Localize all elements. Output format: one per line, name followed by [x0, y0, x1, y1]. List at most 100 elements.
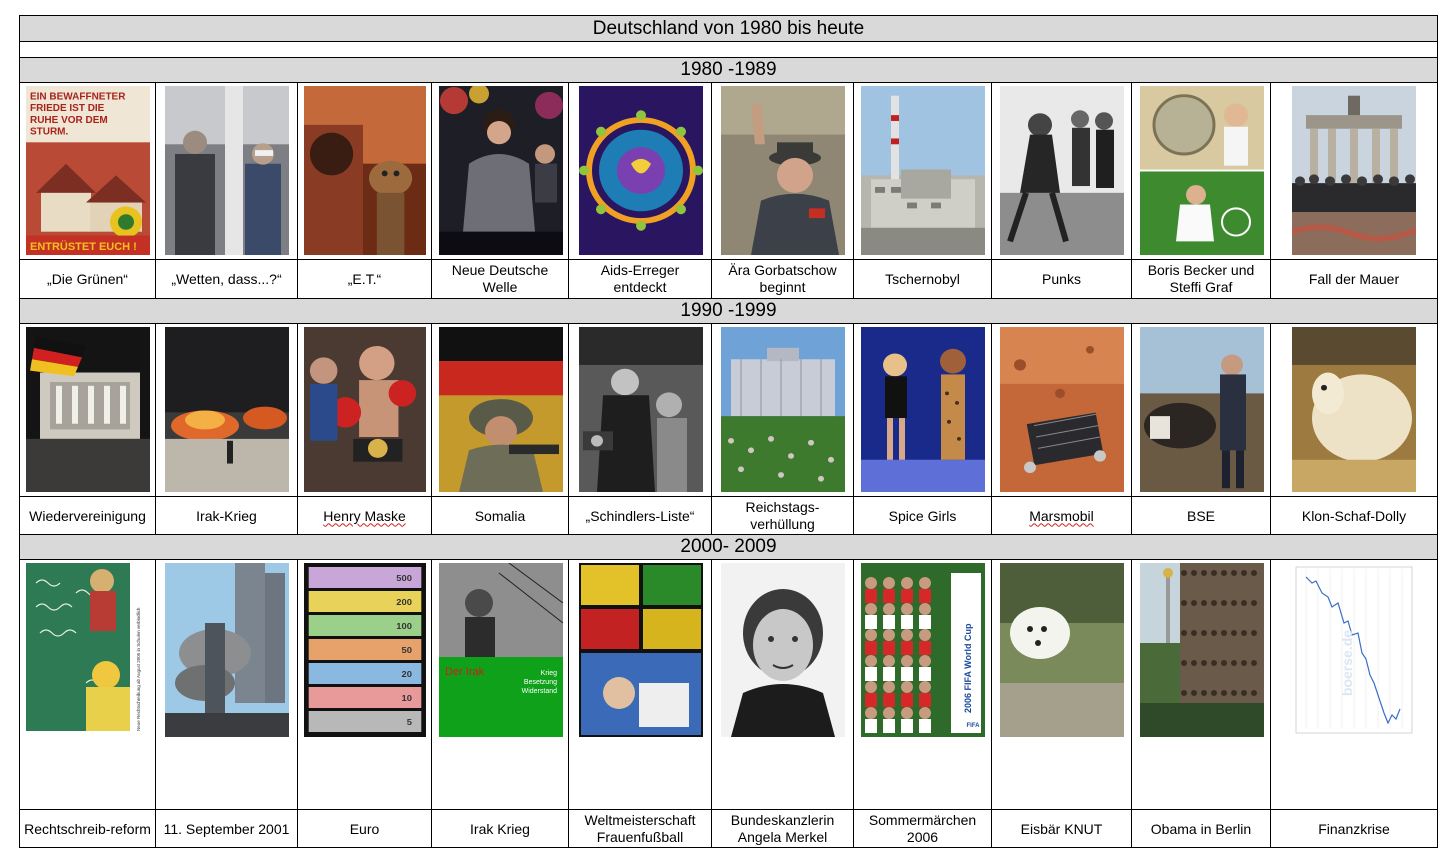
- image-cell: [712, 83, 854, 260]
- svg-text:50: 50: [401, 646, 412, 655]
- caption-cell: Sommermärchen 2006: [854, 810, 992, 848]
- polar-bear-photo: [1000, 563, 1124, 737]
- spice-girls-photo: [861, 327, 985, 492]
- svg-text:Der Irak: Der Irak: [445, 666, 485, 678]
- svg-text:5: 5: [407, 718, 412, 727]
- image-cell: [712, 560, 854, 810]
- caption-text: Henry Maske: [323, 507, 406, 524]
- svg-text:20: 20: [401, 670, 412, 679]
- caption-text: Reichstags-verhüllung: [745, 499, 820, 532]
- caption-cell: „Die Grünen“: [20, 260, 156, 298]
- decade-header: 1980 -1989: [20, 57, 1437, 83]
- caption-cell: Euro: [298, 810, 432, 848]
- caption-cell: Irak-Krieg: [156, 497, 298, 535]
- merkel-portrait: [721, 563, 845, 737]
- image-cell: [156, 324, 298, 497]
- punks-photo: [1000, 86, 1124, 255]
- image-cell: [20, 324, 156, 497]
- caption-cell: Fall der Mauer: [1271, 260, 1437, 298]
- caption-cell: Finanzkrise: [1271, 810, 1437, 848]
- caption-text: 11. September 2001: [163, 820, 290, 837]
- svg-text:100: 100: [396, 622, 412, 631]
- football-collage: [579, 563, 703, 737]
- caption-text: Marsmobil: [1029, 507, 1094, 524]
- iraq-collage: Der Irak Krieg Besetzung Widerstand: [439, 563, 563, 737]
- image-cell: [1271, 83, 1437, 260]
- caption-text: „Die Grünen“: [47, 270, 128, 287]
- image-cell: [432, 324, 569, 497]
- svg-text:10: 10: [401, 694, 412, 703]
- caption-text: Aids-Erreger entdeckt: [600, 262, 680, 295]
- image-cell: [854, 324, 992, 497]
- caption-cell: Boris Becker und Steffi Graf: [1132, 260, 1271, 298]
- decade-header: 2000- 2009: [20, 534, 1437, 560]
- caption-cell: Irak Krieg: [432, 810, 569, 848]
- svg-text:FRIEDE IST DIE: FRIEDE IST DIE: [30, 103, 105, 114]
- oil-fire-photo: [165, 327, 289, 492]
- svg-text:Krieg: Krieg: [541, 670, 557, 677]
- power-plant-photo: [861, 86, 985, 255]
- caption-cell: Ära Gorbatschow beginnt: [712, 260, 854, 298]
- image-cell: [298, 83, 432, 260]
- caption-cell: Marsmobil: [992, 497, 1132, 535]
- image-cell: 2006 FIFA World Cup FIFA: [854, 560, 992, 810]
- caption-text: Fall der Mauer: [1308, 270, 1400, 287]
- caption-text: Rechtschreib-reform: [24, 820, 151, 837]
- caption-cell: BSE: [1132, 497, 1271, 535]
- caption-cell: Tschernobyl: [854, 260, 992, 298]
- caption-cell: „Wetten, dass...?“: [156, 260, 298, 298]
- image-cell: Neue Rechtschreibung ab August 2005 in S…: [20, 560, 156, 810]
- caption-cell: „E.T.“: [298, 260, 432, 298]
- caption-text: Eisbär KNUT: [1020, 820, 1103, 837]
- image-cell: [569, 560, 712, 810]
- caption-text: „Wetten, dass...?“: [171, 270, 282, 287]
- image-cell: EIN BEWAFFNETER FRIEDE IST DIE RUHE VOR …: [20, 83, 156, 260]
- caption-cell: 11. September 2001: [156, 810, 298, 848]
- caption-text: Sommermärchen 2006: [868, 812, 977, 845]
- stock-chart: boerse.de: [1292, 563, 1416, 737]
- image-cell: 500 200 100 50 20 10 5: [298, 560, 432, 810]
- soldier-photo: [439, 327, 563, 492]
- caption-text: Weltmeisterschaft Frauenfußball: [584, 812, 696, 845]
- reichstag-flag-photo: [26, 327, 150, 492]
- caption-text: Irak-Krieg: [196, 507, 257, 524]
- image-cell: [1132, 324, 1271, 497]
- svg-text:boerse.de: boerse.de: [1339, 630, 1355, 696]
- caption-cell: Eisbär KNUT: [992, 810, 1132, 848]
- svg-text:FIFA: FIFA: [967, 723, 981, 729]
- svg-text:2006 FIFA World Cup: 2006 FIFA World Cup: [963, 623, 973, 713]
- svg-text:500: 500: [396, 574, 412, 583]
- svg-text:200: 200: [396, 598, 412, 607]
- sheep-photo: [1292, 327, 1416, 492]
- caption-cell: Spice Girls: [854, 497, 992, 535]
- caption-text: Obama in Berlin: [1150, 820, 1252, 837]
- farmer-cattle-photo: [1140, 327, 1264, 492]
- svg-text:RUHE VOR DEM: RUHE VOR DEM: [30, 115, 108, 126]
- chalkboard-photo: Neue Rechtschreibung ab August 2005 in S…: [26, 563, 150, 737]
- svg-text:EIN BEWAFFNETER: EIN BEWAFFNETER: [30, 92, 125, 103]
- brandenburg-gate-photo: [1292, 86, 1416, 255]
- tv-show-photo: [165, 86, 289, 255]
- image-cell: boerse.de: [1271, 560, 1437, 810]
- caption-text: Punks: [1042, 270, 1081, 287]
- caption-text: „Schindlers-Liste“: [585, 507, 695, 524]
- timeline-table: Deutschland von 1980 bis heute 1980 -198…: [19, 15, 1438, 848]
- schindler-still: [579, 327, 703, 492]
- image-cell: [1271, 324, 1437, 497]
- image-cell: [569, 324, 712, 497]
- caption-text: Spice Girls: [888, 507, 957, 524]
- caption-text: Boris Becker und Steffi Graf: [1147, 262, 1255, 295]
- image-cell: [1132, 83, 1271, 260]
- svg-text:Besetzung: Besetzung: [524, 679, 557, 686]
- image-cell: [569, 83, 712, 260]
- twin-towers-photo: [165, 563, 289, 737]
- poster-die-gruenen: EIN BEWAFFNETER FRIEDE IST DIE RUHE VOR …: [26, 86, 150, 255]
- caption-text: Klon-Schaf-Dolly: [1301, 507, 1407, 524]
- wrapped-reichstag-photo: [721, 327, 845, 492]
- team-photo: 2006 FIFA World Cup FIFA: [861, 563, 985, 737]
- caption-cell: Somalia: [432, 497, 569, 535]
- caption-cell: Wiedervereinigung: [20, 497, 156, 535]
- caption-text: Finanzkrise: [1318, 820, 1390, 837]
- caption-cell: Rechtschreib-reform: [20, 810, 156, 848]
- caption-text: Neue Deutsche Welle: [451, 262, 549, 295]
